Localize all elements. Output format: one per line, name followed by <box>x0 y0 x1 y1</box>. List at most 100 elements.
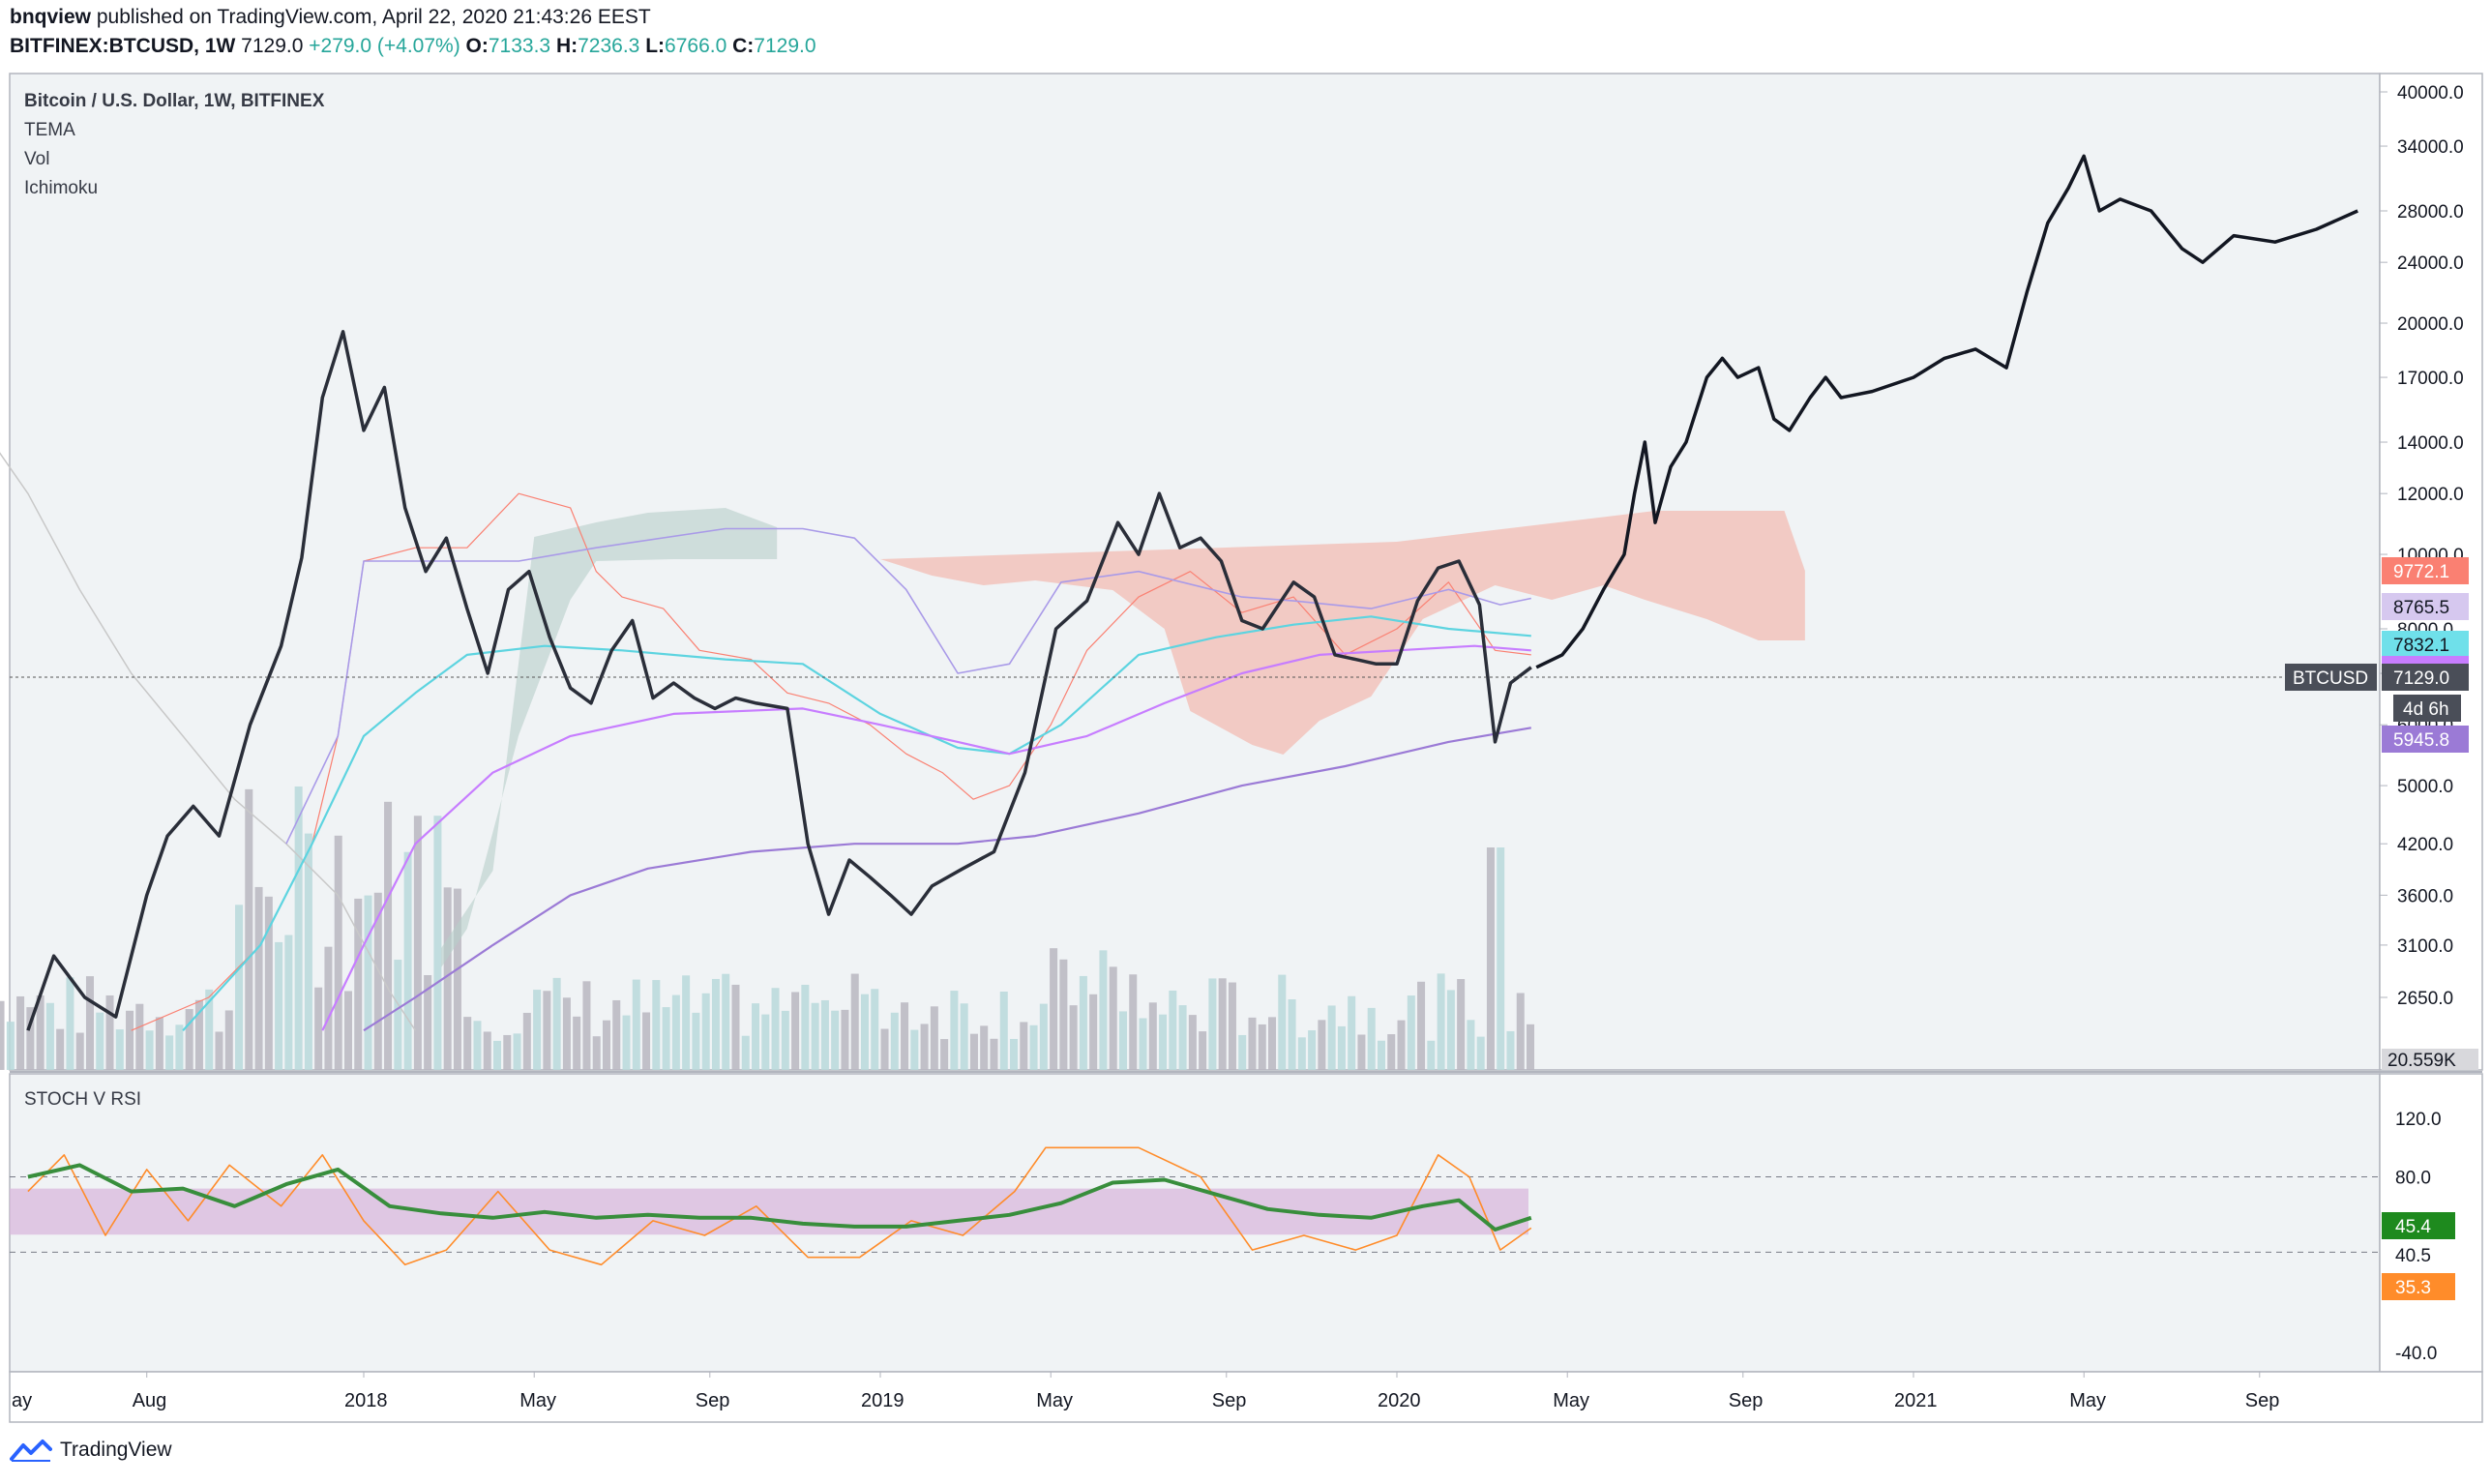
volume-bar <box>910 1029 919 1070</box>
volume-bar <box>1318 1020 1326 1070</box>
volume-bar <box>880 1028 889 1070</box>
cloud-bearish <box>880 511 1805 755</box>
volume-bar <box>503 1034 512 1070</box>
x-tick-label: May <box>1553 1390 1589 1411</box>
volume-bar <box>1199 1031 1207 1070</box>
legend-item-vol[interactable]: Vol <box>24 149 49 169</box>
legend-item-ichimoku[interactable]: Ichimoku <box>24 178 98 198</box>
volume-bar <box>1457 979 1466 1070</box>
volume-bar <box>831 1010 840 1070</box>
volume-bar <box>522 1012 531 1070</box>
volume-bar <box>752 1003 760 1070</box>
volume-bar <box>36 994 44 1070</box>
volume-bar <box>403 851 412 1070</box>
tag-5945: 5945.8 <box>2393 730 2449 751</box>
volume-bar <box>950 991 959 1070</box>
volume-bar <box>1337 1025 1346 1070</box>
volume-bar <box>264 896 273 1070</box>
volume-bar <box>1476 1036 1485 1070</box>
volume-bar <box>533 990 542 1070</box>
volume-bar <box>1178 1005 1187 1070</box>
stoch-rsi-pane: -40.0 80.0 120.0 <box>10 1110 2442 1364</box>
volume-bar <box>1367 1007 1376 1070</box>
x-tick-label: 2018 <box>344 1390 388 1411</box>
y-tick-label: 34000.0 <box>2397 137 2464 158</box>
volume-bar <box>433 816 442 1070</box>
footer-brand: TradingView <box>60 1439 172 1461</box>
y-tick-label: 24000.0 <box>2397 253 2464 274</box>
volume-bar <box>373 892 382 1070</box>
published-text: published on TradingView.com, April 22, … <box>96 6 651 28</box>
publisher-name[interactable]: bnqview <box>10 6 92 28</box>
tag-overlap-bg <box>2382 656 2469 666</box>
volume-bar <box>354 898 363 1070</box>
volume-bar <box>1357 1034 1366 1070</box>
volume-bar <box>394 960 402 1070</box>
volume-bar <box>473 1021 482 1070</box>
volume-bar <box>304 833 312 1070</box>
rsi-tick-label: 120.0 <box>2395 1110 2442 1130</box>
volume-bar <box>701 993 710 1070</box>
volume-bar <box>1446 990 1455 1070</box>
volume-bar <box>1397 1020 1406 1070</box>
x-tick-label: ay <box>12 1390 32 1411</box>
y-tick-label: 20000.0 <box>2397 314 2464 335</box>
volume-bar <box>1527 1024 1535 1070</box>
volume-bar <box>622 1015 631 1070</box>
header-publisher-line: bnqview published on TradingView.com, Ap… <box>10 6 651 29</box>
rsi-tick-label: 80.0 <box>2395 1169 2431 1189</box>
volume-bar <box>155 1017 163 1070</box>
volume-bar <box>85 976 94 1070</box>
rsi-tag-mid: 40.5 <box>2395 1246 2431 1266</box>
volume-bar <box>384 801 393 1070</box>
volume-bar <box>711 978 720 1070</box>
volume-bar <box>1238 1034 1247 1070</box>
volume-bar <box>801 984 810 1070</box>
volume-tag-bg <box>2382 1049 2478 1070</box>
volume-bar <box>66 977 74 1070</box>
legend-item-tema[interactable]: TEMA <box>24 120 75 140</box>
volume-bar <box>860 994 869 1070</box>
close-label: C: <box>732 35 755 57</box>
volume-bar <box>761 1014 770 1070</box>
y-tick-label: 2650.0 <box>2397 989 2453 1009</box>
kijun-line <box>285 527 1531 845</box>
y-tick-label: 3100.0 <box>2397 936 2453 957</box>
volume-bar <box>841 1009 849 1070</box>
volume-bar <box>1308 1030 1317 1070</box>
x-tick-label: Sep <box>696 1390 730 1411</box>
projection-line <box>1535 154 2358 669</box>
volume-bar <box>294 786 303 1070</box>
volume-bar <box>1139 1018 1147 1070</box>
y-tick-label: 5000.0 <box>2397 777 2453 797</box>
volume-bar <box>1010 1038 1019 1070</box>
high-value: 7236.3 <box>578 35 640 57</box>
footer-branding[interactable]: TradingView <box>10 1438 172 1463</box>
volume-bar <box>652 980 661 1070</box>
volume-bar <box>1059 959 1068 1070</box>
volume-bar <box>1069 1005 1078 1070</box>
volume-bar <box>592 1036 601 1070</box>
volume-bar <box>930 1006 938 1070</box>
volume-bar <box>483 1031 491 1070</box>
volume-bar <box>960 1003 968 1070</box>
volume-bar <box>413 816 422 1070</box>
volume-bars <box>0 786 1535 1070</box>
ema-purple-line <box>363 727 1531 1032</box>
legend-title: Bitcoin / U.S. Dollar, 1W, BITFINEX <box>24 91 325 111</box>
volume-bar <box>920 1024 929 1070</box>
volume-bar <box>126 1010 134 1070</box>
x-tick-label: Sep <box>1729 1390 1764 1411</box>
volume-bar <box>1288 999 1296 1070</box>
rsi-tag-a-bg <box>2382 1212 2455 1239</box>
volume-bar <box>741 1035 750 1070</box>
time-axis-bg <box>9 1371 2483 1423</box>
volume-bar <box>1467 1020 1475 1070</box>
volume-bar <box>632 979 640 1070</box>
volume-bar <box>275 941 283 1070</box>
volume-bar <box>1039 1003 1048 1070</box>
symbol-tag: BTCUSD <box>2293 668 2368 689</box>
volume-bar <box>1407 995 1415 1070</box>
rsi-tag-b: 35.3 <box>2395 1278 2431 1298</box>
